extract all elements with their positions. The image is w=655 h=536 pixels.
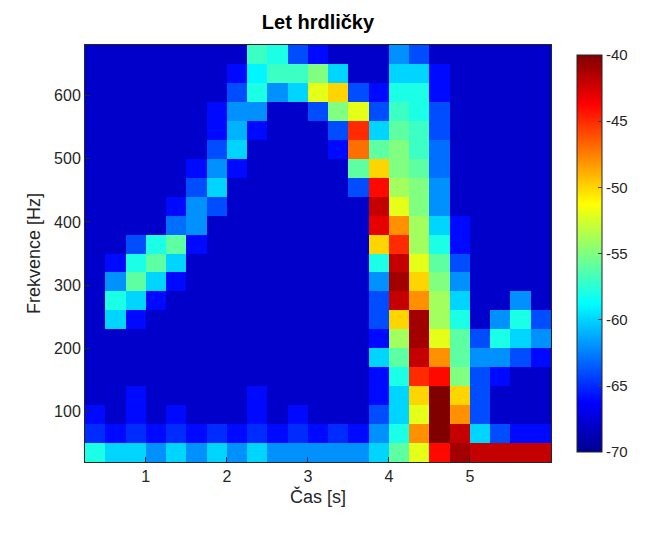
svg-text:400: 400 — [54, 214, 81, 231]
svg-text:Frekvence [Hz]: Frekvence [Hz] — [24, 193, 44, 314]
svg-text:600: 600 — [54, 87, 81, 104]
svg-text:-50: -50 — [606, 179, 628, 196]
svg-text:100: 100 — [54, 403, 81, 420]
svg-text:-60: -60 — [606, 311, 628, 328]
svg-text:-65: -65 — [606, 377, 628, 394]
svg-text:-70: -70 — [606, 443, 628, 460]
svg-text:200: 200 — [54, 340, 81, 357]
svg-text:2: 2 — [222, 468, 231, 485]
svg-text:1: 1 — [141, 468, 150, 485]
svg-text:Čas [s]: Čas [s] — [290, 486, 346, 507]
svg-text:-40: -40 — [606, 46, 628, 63]
svg-text:500: 500 — [54, 150, 81, 167]
svg-text:-45: -45 — [606, 112, 628, 129]
svg-text:300: 300 — [54, 277, 81, 294]
svg-text:Let hrdličky: Let hrdličky — [262, 11, 375, 33]
svg-text:-55: -55 — [606, 245, 628, 262]
svg-text:3: 3 — [303, 468, 312, 485]
svg-text:5: 5 — [466, 468, 475, 485]
svg-text:4: 4 — [384, 468, 393, 485]
